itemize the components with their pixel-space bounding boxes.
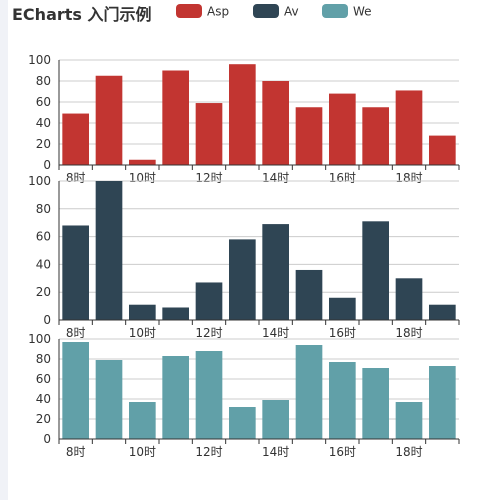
x-tick-label: 8时 xyxy=(66,326,86,340)
x-tick-label: 18时 xyxy=(395,171,422,185)
bar-we-19时[interactable] xyxy=(429,366,456,439)
bar-av-19时[interactable] xyxy=(429,304,456,320)
y-tick-label: 100 xyxy=(28,332,51,346)
x-tick-label: 12时 xyxy=(195,171,222,185)
bar-we-9时[interactable] xyxy=(95,360,123,439)
legend-item-we[interactable]: We xyxy=(322,4,372,19)
bar-we-17时[interactable] xyxy=(362,368,389,439)
legend-item-av[interactable]: Av xyxy=(253,4,299,19)
bar-av-8时[interactable] xyxy=(62,225,89,320)
bar-av-15时[interactable] xyxy=(295,269,323,320)
legend: Asp Av We xyxy=(176,4,372,19)
bar-asp-19时[interactable] xyxy=(429,135,456,165)
bar-asp-13时[interactable] xyxy=(229,64,256,165)
bar-we-14时[interactable] xyxy=(262,400,289,439)
bar-we-18时[interactable] xyxy=(395,402,423,439)
bar-we-11时[interactable] xyxy=(162,356,189,439)
legend-label: Av xyxy=(284,5,299,19)
x-tick-label: 10时 xyxy=(129,326,156,340)
y-tick-label: 60 xyxy=(36,95,51,109)
y-tick-label: 20 xyxy=(36,285,51,299)
legend-swatch xyxy=(322,4,348,18)
y-tick-label: 0 xyxy=(43,313,51,327)
x-tick-label: 10时 xyxy=(129,171,156,185)
bar-asp-16时[interactable] xyxy=(329,93,356,165)
legend-label: We xyxy=(353,5,372,19)
x-tick-label: 8时 xyxy=(66,445,86,459)
legend-item-asp[interactable]: Asp xyxy=(176,4,229,19)
chart-title: ECharts 入门示例 xyxy=(12,5,152,24)
x-tick-label: 12时 xyxy=(195,445,222,459)
bar-asp-9时[interactable] xyxy=(95,75,123,165)
y-tick-label: 60 xyxy=(36,230,51,244)
bar-av-10时[interactable] xyxy=(129,304,156,320)
x-tick-label: 10时 xyxy=(129,445,156,459)
y-tick-label: 0 xyxy=(43,158,51,172)
bar-asp-12时[interactable] xyxy=(195,103,223,165)
bar-asp-15时[interactable] xyxy=(295,107,323,165)
legend-label: Asp xyxy=(207,5,229,19)
bar-av-11时[interactable] xyxy=(162,307,189,320)
panel-av: 0 20 40 60 80 100 8时 10时 12时 14时 16时 18时 xyxy=(28,174,460,340)
bar-we-13时[interactable] xyxy=(229,407,256,439)
bar-av-9时[interactable] xyxy=(95,181,123,320)
bar-av-18时[interactable] xyxy=(395,278,423,320)
y-tick-label: 100 xyxy=(28,174,51,188)
bar-asp-8时[interactable] xyxy=(62,113,89,165)
y-tick-label: 40 xyxy=(36,392,51,406)
bar-asp-10时[interactable] xyxy=(129,159,156,165)
y-tick-label: 80 xyxy=(36,352,51,366)
chart-panels: 0 20 40 60 80 100 8时 10时 12时 14时 16时 18时 0 20 40 60 80 10… xyxy=(28,53,460,459)
x-tick-label: 12时 xyxy=(195,326,222,340)
x-tick-label: 16时 xyxy=(329,326,356,340)
y-tick-label: 20 xyxy=(36,412,51,426)
x-tick-label: 14时 xyxy=(262,445,289,459)
bar-we-8时[interactable] xyxy=(62,342,89,439)
bar-av-17时[interactable] xyxy=(362,221,389,320)
bar-av-16时[interactable] xyxy=(329,297,356,320)
panel-asp: 0 20 40 60 80 100 8时 10时 12时 14时 16时 18时 xyxy=(28,53,460,185)
page-side-strip xyxy=(0,0,8,500)
bar-av-14时[interactable] xyxy=(262,224,289,320)
panel-we: 0 20 40 60 80 100 8时 10时 12时 14时 16时 18时 xyxy=(28,332,460,459)
y-tick-label: 80 xyxy=(36,74,51,88)
legend-swatch xyxy=(253,4,279,18)
bar-we-15时[interactable] xyxy=(295,345,323,439)
bar-asp-14时[interactable] xyxy=(262,81,289,165)
y-tick-label: 40 xyxy=(36,257,51,271)
legend-swatch xyxy=(176,4,202,18)
bar-asp-18时[interactable] xyxy=(395,90,423,165)
y-tick-label: 100 xyxy=(28,53,51,67)
y-tick-label: 20 xyxy=(36,137,51,151)
y-tick-label: 80 xyxy=(36,202,51,216)
y-tick-label: 60 xyxy=(36,372,51,386)
x-tick-label: 14时 xyxy=(262,326,289,340)
bar-asp-11时[interactable] xyxy=(162,70,189,166)
x-tick-label: 8时 xyxy=(66,171,86,185)
bar-we-10时[interactable] xyxy=(129,402,156,439)
y-tick-label: 0 xyxy=(43,432,51,446)
x-tick-label: 16时 xyxy=(329,171,356,185)
bar-av-13时[interactable] xyxy=(229,239,256,320)
x-tick-label: 16时 xyxy=(329,445,356,459)
bar-av-12时[interactable] xyxy=(195,282,223,320)
bar-we-12时[interactable] xyxy=(195,351,223,439)
x-tick-label: 18时 xyxy=(395,445,422,459)
bar-asp-17时[interactable] xyxy=(362,107,389,165)
y-tick-label: 40 xyxy=(36,116,51,130)
x-tick-label: 14时 xyxy=(262,171,289,185)
x-tick-label: 18时 xyxy=(395,326,422,340)
bar-we-16时[interactable] xyxy=(329,362,356,439)
